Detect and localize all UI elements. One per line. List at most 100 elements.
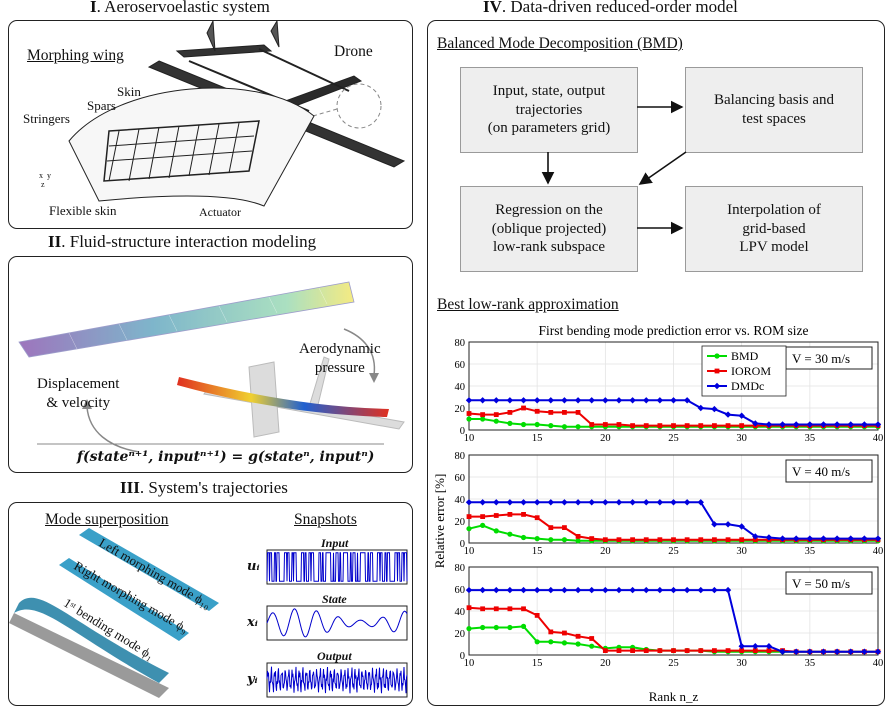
- point-bmd: [589, 643, 595, 649]
- y-axis-label: Relative error [%]: [432, 474, 447, 569]
- bending-mode-wing: [14, 597, 169, 683]
- y-tick-label: 40: [455, 495, 466, 506]
- point-dmdc: [833, 421, 841, 428]
- x-tick-label: 40: [873, 433, 884, 444]
- point-bmd: [480, 416, 486, 422]
- flow-box-regression: Regression on the (oblique projected) lo…: [460, 186, 638, 272]
- point-dmdc: [533, 499, 541, 506]
- point-dmdc: [820, 535, 827, 542]
- point-dmdc: [615, 397, 623, 404]
- point-bmd: [480, 624, 486, 631]
- point-dmdc: [574, 586, 582, 594]
- input-plot-frame: [266, 549, 408, 585]
- point-iorom: [698, 537, 704, 543]
- mode-shapes-illustration: [9, 528, 408, 698]
- point-dmdc: [711, 586, 718, 594]
- axes-label: x y z: [39, 171, 51, 189]
- point-dmdc: [779, 535, 786, 542]
- x-symbol: xᵢ: [247, 615, 258, 630]
- point-bmd: [561, 537, 568, 543]
- flow-box-trajectories: Input, state, output trajectories (on pa…: [460, 67, 638, 153]
- point-dmdc: [643, 586, 650, 594]
- point-dmdc: [602, 586, 609, 594]
- x-tick-label: 30: [736, 546, 747, 557]
- point-iorom: [643, 423, 649, 428]
- point-dmdc: [711, 405, 718, 413]
- actuator-label: Actuator: [199, 205, 241, 219]
- point-dmdc: [506, 499, 514, 506]
- point-bmd: [466, 526, 472, 532]
- point-iorom: [725, 537, 731, 543]
- point-bmd: [507, 531, 513, 537]
- point-dmdc: [561, 586, 568, 594]
- output-label: Output: [317, 649, 352, 663]
- point-dmdc: [656, 586, 664, 594]
- point-dmdc: [547, 499, 554, 506]
- point-iorom: [589, 536, 595, 541]
- point-bmd: [534, 639, 540, 645]
- point-iorom: [589, 636, 595, 641]
- panel-3-title: III. System's trajectories: [120, 478, 288, 497]
- y-tick-label: 80: [455, 451, 466, 462]
- x-tick-label: 10: [464, 658, 475, 669]
- point-dmdc: [765, 534, 773, 541]
- point-iorom: [643, 648, 649, 653]
- point-bmd: [520, 623, 527, 630]
- point-dmdc: [752, 643, 759, 650]
- point-dmdc: [724, 586, 732, 594]
- panel-rom: Balanced Mode Decomposition (BMD) Input,…: [427, 20, 885, 706]
- point-dmdc: [806, 648, 814, 655]
- point-dmdc: [820, 648, 827, 655]
- point-iorom: [493, 513, 499, 518]
- x-tick-label: 20: [600, 433, 611, 444]
- point-dmdc: [820, 421, 827, 428]
- point-dmdc: [520, 586, 527, 594]
- x-tick-label: 15: [532, 658, 543, 669]
- y-tick-label: 20: [455, 404, 466, 415]
- point-dmdc: [493, 586, 500, 594]
- point-iorom: [602, 422, 608, 427]
- point-dmdc: [874, 535, 882, 542]
- point-iorom: [671, 423, 676, 428]
- point-dmdc: [493, 499, 500, 506]
- left-morphing-wing: [79, 528, 219, 611]
- point-iorom: [493, 606, 499, 612]
- bending-wing: [177, 377, 389, 417]
- point-dmdc: [533, 586, 541, 594]
- x-tick-label: 20: [600, 658, 611, 669]
- output-signal: [266, 666, 408, 694]
- point-iorom: [698, 648, 704, 653]
- x-tick-label: 30: [736, 658, 747, 669]
- point-iorom: [657, 423, 663, 428]
- chart-title: First bending mode prediction error vs. …: [539, 323, 809, 338]
- y-tick-label: 40: [455, 382, 466, 393]
- point-dmdc: [670, 397, 677, 404]
- point-dmdc: [738, 523, 745, 530]
- point-iorom: [684, 648, 690, 653]
- y-tick-label: 60: [455, 473, 466, 484]
- point-bmd: [575, 424, 581, 430]
- point-bmd: [466, 626, 472, 632]
- input-signal: [266, 552, 408, 582]
- panel-1-title: I. Aeroservoelastic system: [90, 0, 270, 16]
- legend-label: DMDc: [731, 379, 764, 393]
- state-signal: [266, 608, 408, 638]
- base-wing: [9, 613, 169, 698]
- point-dmdc: [629, 586, 636, 594]
- y-tick-label: 60: [455, 585, 466, 596]
- point-dmdc: [833, 535, 841, 542]
- point-bmd: [493, 418, 499, 424]
- subplot-frame: [468, 566, 879, 656]
- arrow-2-to-3: [638, 151, 687, 185]
- skin-label: Skin: [117, 84, 141, 99]
- mode-superposition-label: Mode superposition: [45, 511, 169, 528]
- input-label: Input: [321, 536, 349, 550]
- drone-tail-wing: [175, 44, 273, 58]
- point-bmd: [507, 420, 513, 426]
- wing-structure: [68, 87, 315, 207]
- y-tick-label: 20: [455, 629, 466, 640]
- point-iorom: [712, 423, 717, 428]
- point-dmdc: [574, 397, 582, 404]
- point-iorom: [657, 537, 663, 543]
- point-iorom: [493, 412, 499, 417]
